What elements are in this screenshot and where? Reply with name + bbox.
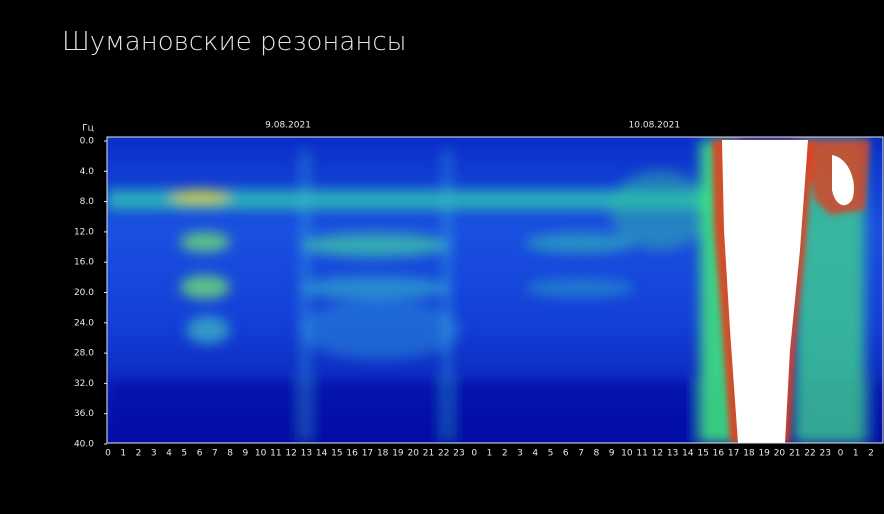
x-tick-label: 9 <box>609 449 615 459</box>
x-tick-label: 22 <box>438 449 449 459</box>
x-tick-label: 15 <box>697 449 708 459</box>
x-tick-label: 14 <box>316 449 328 459</box>
x-tick-label: 18 <box>377 449 389 459</box>
x-tick-label: 0 <box>471 449 477 459</box>
x-tick-label: 9 <box>242 449 248 459</box>
x-tick-label: 20 <box>407 449 419 459</box>
x-tick-label: 11 <box>270 449 281 459</box>
x-tick-label: 0 <box>838 449 844 459</box>
x-tick-label: 23 <box>819 449 830 459</box>
y-tick-label: 8.0 <box>80 197 95 207</box>
y-tick-label: 24.0 <box>74 318 94 328</box>
x-tick-label: 0 <box>105 449 111 459</box>
x-tick-label: 4 <box>166 449 172 459</box>
x-tick-label: 20 <box>774 449 786 459</box>
x-tick-label: 2 <box>502 449 508 459</box>
x-tick-label: 16 <box>346 449 358 459</box>
x-tick-label: 17 <box>362 449 373 459</box>
date-label: 9.08.2021 <box>265 121 311 131</box>
x-tick-label: 15 <box>331 449 342 459</box>
x-tick-label: 5 <box>548 449 554 459</box>
x-tick-label: 23 <box>453 449 464 459</box>
spectrogram-image <box>107 137 883 443</box>
x-tick-label: 21 <box>789 449 800 459</box>
x-tick-label: 3 <box>517 449 523 459</box>
x-tick-label: 3 <box>151 449 157 459</box>
x-tick-label: 8 <box>593 449 599 459</box>
x-tick-label: 10 <box>255 449 267 459</box>
x-tick-label: 1 <box>120 449 126 459</box>
y-tick-label: 40.0 <box>74 440 94 450</box>
y-tick-label: 0.0 <box>80 137 95 147</box>
x-tick-label: 4 <box>532 449 538 459</box>
plot-frame <box>106 136 884 444</box>
x-tick-label: 22 <box>804 449 815 459</box>
x-tick-label: 18 <box>743 449 755 459</box>
x-tick-label: 2 <box>136 449 142 459</box>
y-tick-label: 16.0 <box>74 258 94 268</box>
y-tick-label: 28.0 <box>74 349 94 359</box>
x-tick-label: 7 <box>578 449 584 459</box>
x-tick-label: 17 <box>728 449 739 459</box>
x-tick-label: 19 <box>758 449 770 459</box>
x-tick-label: 1 <box>487 449 493 459</box>
x-tick-label: 1 <box>853 449 859 459</box>
y-tick-label: 12.0 <box>74 227 94 237</box>
x-tick-label: 6 <box>197 449 203 459</box>
page-title: Шумановские резонансы <box>62 27 407 57</box>
y-axis-label: Гц <box>82 124 94 134</box>
y-tick-label: 20.0 <box>74 288 94 298</box>
x-tick-label: 10 <box>621 449 633 459</box>
x-tick-label: 16 <box>713 449 725 459</box>
y-tick-label: 32.0 <box>74 379 94 389</box>
x-tick-label: 12 <box>285 449 296 459</box>
x-tick-label: 13 <box>667 449 678 459</box>
x-tick-label: 13 <box>301 449 312 459</box>
date-label: 10.08.2021 <box>629 121 681 131</box>
x-tick-label: 6 <box>563 449 569 459</box>
x-tick-label: 7 <box>212 449 218 459</box>
x-tick-label: 8 <box>227 449 233 459</box>
x-tick-label: 2 <box>868 449 874 459</box>
x-tick-label: 12 <box>652 449 663 459</box>
y-tick-label: 4.0 <box>80 167 95 177</box>
x-tick-label: 21 <box>423 449 434 459</box>
x-tick-label: 5 <box>181 449 187 459</box>
y-tick-label: 36.0 <box>74 409 94 419</box>
x-tick-label: 11 <box>636 449 647 459</box>
x-tick-label: 19 <box>392 449 404 459</box>
x-tick-label: 14 <box>682 449 694 459</box>
